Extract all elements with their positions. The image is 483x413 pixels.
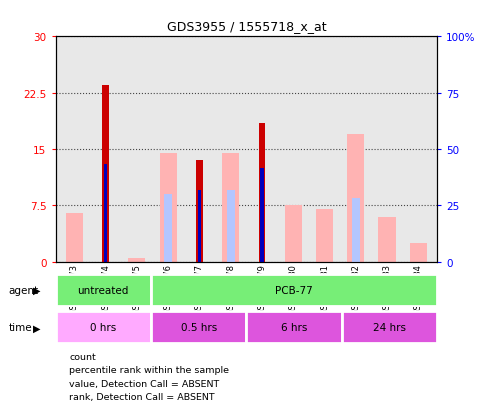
- Title: GDS3955 / 1555718_x_at: GDS3955 / 1555718_x_at: [167, 20, 326, 33]
- Text: agent: agent: [9, 285, 39, 295]
- Bar: [56, 311, 151, 343]
- Bar: [102, 86, 109, 262]
- Bar: [196, 195, 203, 262]
- Text: rank, Detection Call = ABSENT: rank, Detection Call = ABSENT: [69, 392, 215, 401]
- Text: ▶: ▶: [32, 285, 40, 295]
- Text: time: time: [9, 323, 32, 332]
- Bar: [284, 206, 302, 262]
- Text: value, Detection Call = ABSENT: value, Detection Call = ABSENT: [69, 379, 219, 388]
- Bar: [222, 154, 239, 262]
- Bar: [379, 217, 396, 262]
- Bar: [316, 210, 333, 262]
- Bar: [198, 191, 201, 262]
- Bar: [347, 135, 364, 262]
- Bar: [66, 214, 83, 262]
- Text: untreated: untreated: [78, 285, 129, 295]
- Bar: [164, 195, 172, 262]
- Bar: [342, 311, 437, 343]
- Text: ▶: ▶: [32, 323, 40, 332]
- Bar: [258, 123, 266, 262]
- Bar: [246, 311, 342, 343]
- Text: 0 hrs: 0 hrs: [90, 322, 116, 332]
- Bar: [196, 161, 203, 262]
- Text: PCB-77: PCB-77: [275, 285, 313, 295]
- Bar: [151, 311, 246, 343]
- Bar: [128, 259, 145, 262]
- Text: 6 hrs: 6 hrs: [281, 322, 307, 332]
- Bar: [352, 199, 360, 262]
- Bar: [159, 154, 177, 262]
- Bar: [104, 165, 107, 262]
- Text: 0.5 hrs: 0.5 hrs: [181, 322, 217, 332]
- Text: 24 hrs: 24 hrs: [373, 322, 406, 332]
- Bar: [151, 274, 437, 306]
- Bar: [260, 169, 264, 262]
- Bar: [56, 274, 151, 306]
- Text: percentile rank within the sample: percentile rank within the sample: [69, 366, 229, 375]
- Text: count: count: [69, 352, 96, 361]
- Bar: [410, 244, 427, 262]
- Bar: [227, 191, 235, 262]
